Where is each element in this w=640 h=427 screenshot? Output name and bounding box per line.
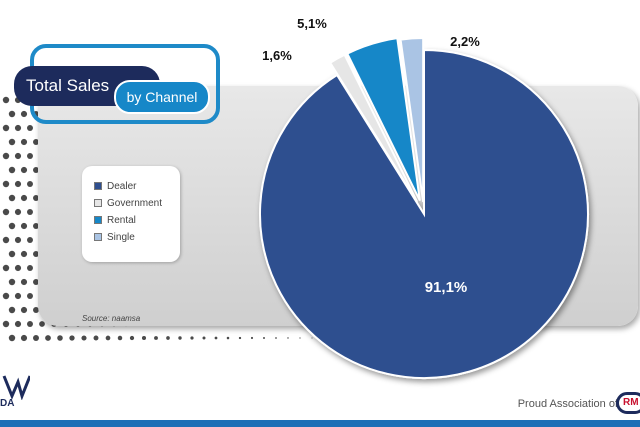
legend-swatch-dealer	[94, 182, 102, 191]
pie-label-government: 1,6%	[262, 48, 292, 63]
brand-logo	[0, 374, 32, 414]
legend-item-rental: Rental	[94, 214, 136, 228]
footer-bar	[0, 420, 640, 427]
pie-slice-government	[328, 53, 419, 203]
legend-item-single: Single	[94, 231, 135, 245]
pie-slice-rental	[345, 37, 421, 202]
chart-subtitle: by Channel	[114, 80, 210, 114]
legend-label: Single	[107, 232, 135, 243]
pie-slice-single	[399, 37, 425, 203]
association-logo: RM	[616, 392, 640, 414]
legend-swatch-government	[94, 199, 102, 208]
pie-label-dealer: 91,1%	[425, 279, 468, 296]
legend-item-dealer: Dealer	[94, 180, 136, 194]
source-note: Source: naamsa	[82, 314, 141, 323]
legend-swatch-single	[94, 233, 102, 242]
brand-logo-text: DA	[0, 398, 15, 409]
legend-item-government: Government	[94, 197, 162, 211]
chart-legend: Dealer Government Rental Single	[82, 166, 180, 262]
legend-label: Government	[107, 198, 163, 209]
pie-label-single: 2,2%	[450, 34, 480, 49]
legend-label: Rental	[107, 215, 136, 226]
footer-association-text: Proud Association of	[517, 398, 618, 410]
legend-label: Dealer	[107, 181, 137, 192]
legend-swatch-rental	[94, 216, 102, 225]
pie-slice-dealer	[259, 48, 589, 379]
chart-title: Total Sales	[14, 66, 160, 106]
pie-label-rental: 5,1%	[297, 16, 327, 31]
